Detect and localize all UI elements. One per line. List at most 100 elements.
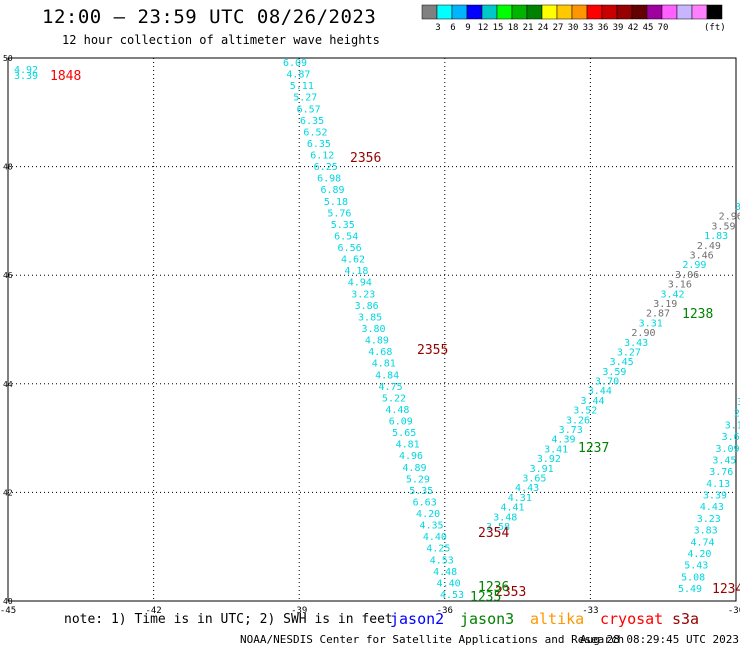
swh-value-track2: 3.27	[617, 347, 641, 358]
colorbar-swatch	[556, 4, 573, 20]
swh-value-track1: 3.85	[358, 312, 382, 323]
pass-time-t2353: 2353	[495, 585, 526, 600]
colorbar-label: 3	[435, 23, 440, 33]
colorbar-swatch	[511, 4, 528, 20]
swh-value-topleft: 3.39	[14, 71, 38, 82]
swh-value-track1: 6.35	[307, 139, 331, 150]
swh-value-track1: 4.40	[437, 578, 461, 589]
pass-time-t1236: 1236	[478, 580, 509, 595]
swh-value-track1: 4.53	[430, 555, 454, 566]
colorbar-label: 9	[465, 23, 470, 33]
legend-sat-1: jason3	[460, 610, 515, 628]
swh-value-track2: 3.59	[602, 367, 626, 378]
colorbar-label: 30	[568, 23, 579, 33]
swh-value-track1: 4.75	[379, 382, 403, 393]
colorbar-swatch	[526, 4, 543, 20]
swh-value-track2: 3.41	[544, 444, 568, 455]
swh-value-track2: 2.87	[646, 309, 670, 320]
swh-value-track2: 2.49	[697, 241, 721, 252]
swh-value-track1: 4.53	[440, 590, 464, 601]
swh-value-track2: 2.99	[682, 260, 706, 271]
swh-value-track1: 4.40	[423, 532, 447, 543]
swh-value-track1: 6.63	[413, 497, 437, 508]
swh-value-track1: 6.89	[320, 185, 344, 196]
pass-time-t1237: 1237	[578, 441, 609, 456]
swh-value-track2: 3.43	[624, 338, 648, 349]
swh-value-track1: 6.56	[338, 243, 362, 254]
swh-value-track1: 4.96	[399, 451, 423, 462]
swh-value-track1: 6.09	[283, 58, 307, 69]
lat-tick-label: 48	[3, 163, 13, 172]
colorbar-swatch	[466, 4, 483, 20]
swh-value-track3: 5.43	[684, 561, 708, 572]
swh-value-track1: 4.84	[375, 370, 399, 381]
swh-value-track2: 3.91	[530, 464, 554, 475]
pass-time-t1238: 1238	[682, 307, 713, 322]
colorbar-label: 21	[523, 23, 534, 33]
colorbar-label: 42	[628, 23, 639, 33]
colorbar-label: 6	[450, 23, 455, 33]
lon-tick-label: -42	[145, 606, 161, 616]
colorbar-swatch	[541, 4, 558, 20]
swh-value-track1: 6.52	[303, 127, 327, 138]
swh-value-track1: 4.89	[402, 463, 426, 474]
swh-value-track2: 4.41	[500, 503, 524, 514]
legend-sat-0: jason2	[390, 610, 445, 628]
color-legend: 3 6 9 12 15 18 21 24 27 30 33 36 39 42 45 70 (ft)	[421, 4, 726, 33]
swh-value-track2: 2.90	[631, 328, 655, 339]
swh-value-track1: 4.48	[385, 405, 409, 416]
swh-value-track2: 3.16	[668, 280, 692, 291]
pass-time-t1848: 1848	[50, 69, 81, 84]
swh-value-track2: 3.92	[537, 454, 561, 465]
swh-value-track1: 4.68	[368, 347, 392, 358]
axis-tick-labels: -45 -42 -39 -36 -33 -30 50 48 46 44 42 40	[0, 54, 740, 616]
lon-tick-label: -39	[291, 606, 307, 616]
swh-value-track2: 2.96	[719, 212, 740, 223]
swh-value-track1: 6.25	[314, 162, 338, 173]
lat-tick-label: 44	[3, 380, 13, 389]
colorbar-label: 45	[643, 23, 654, 33]
swh-value-track3: 3.83	[694, 526, 718, 537]
swh-value-track2: 4.31	[508, 493, 532, 504]
colorbar-swatch	[616, 4, 633, 20]
colorbar-label: 36	[598, 23, 609, 33]
generation-timestamp: Aug 28 08:29:45 UTC 2023	[580, 633, 739, 646]
colorbar-swatch	[601, 4, 618, 20]
swh-value-track2: 3.06	[675, 270, 699, 281]
colorbar-swatch	[496, 4, 513, 20]
swh-value-track2: 3.42	[660, 289, 684, 300]
map-frame	[7, 57, 737, 602]
swh-value-track1: 6.98	[317, 174, 341, 185]
swh-value-track3: 4.13	[706, 479, 730, 490]
pass-time-t2354: 2354	[478, 526, 509, 541]
swh-value-track3: 3.09	[715, 444, 739, 455]
swh-value-track1: 6.09	[389, 417, 413, 428]
swh-value-track2: 3.31	[639, 318, 663, 329]
swh-value-track2: 3.58	[486, 522, 510, 533]
swh-value-track2: 3.65	[522, 474, 546, 485]
swh-tracks: 6.094.875.115.276.576.356.526.356.126.25…	[14, 58, 740, 601]
swh-value-track1: 4.87	[286, 70, 310, 81]
colorbar-label: 24	[538, 23, 549, 33]
colorbar-label: 12	[478, 23, 489, 33]
swh-value-track2: 3	[735, 202, 740, 213]
swh-value-track1: 4.62	[341, 255, 365, 266]
colorbar-swatch	[451, 4, 468, 20]
swh-value-track1: 3.80	[361, 324, 385, 335]
swh-value-track1: 6.12	[310, 151, 334, 162]
swh-value-topleft: 4.92	[14, 65, 38, 76]
swh-value-track3: 3.23	[697, 514, 721, 525]
swh-value-track1: 4.18	[344, 266, 368, 277]
colorbar-swatch	[421, 4, 438, 20]
swh-value-track1: 5.11	[290, 81, 314, 92]
swh-value-track3: 3.1	[725, 420, 740, 431]
swh-value-track3: 4.74	[690, 537, 714, 548]
swh-value-track1: 5.65	[392, 428, 416, 439]
swh-value-track2: 3.44	[580, 396, 604, 407]
lon-tick-label: -45	[0, 606, 16, 616]
swh-value-track2: 3.73	[559, 425, 583, 436]
swh-value-track3: 3.76	[709, 467, 733, 478]
